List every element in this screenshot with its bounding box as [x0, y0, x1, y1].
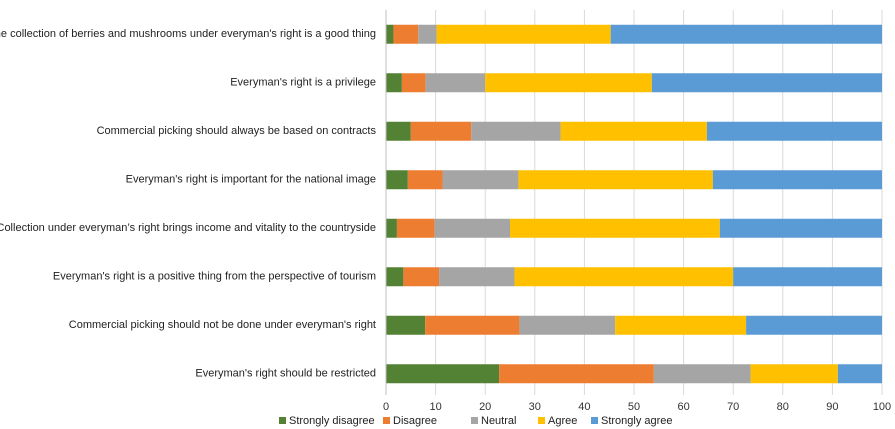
bar-segment: [393, 24, 419, 44]
category-label: Collection under everyman’s right brings…: [0, 222, 376, 234]
bar-segment: [434, 218, 510, 238]
bar-segment: [514, 267, 734, 287]
bar-segment: [485, 73, 652, 93]
bar-segment: [750, 364, 838, 384]
category-label: Everyman's right is a privilege: [230, 77, 376, 89]
legend-label: Strongly agree: [601, 415, 673, 427]
legend-swatch: [471, 417, 478, 424]
legend-label: Strongly disagree: [289, 415, 375, 427]
bar-segment: [471, 121, 561, 141]
bar-segment: [439, 267, 515, 287]
bar-segment: [837, 364, 882, 384]
x-tick-label: 90: [826, 401, 838, 413]
bar-segment: [610, 24, 882, 44]
bar-segment: [706, 121, 882, 141]
bar-segment: [403, 267, 440, 287]
category-labels: The collection of berries and mushrooms …: [0, 28, 376, 380]
bar-segment: [407, 170, 443, 190]
bars: [386, 24, 882, 384]
bar-segment: [651, 73, 882, 93]
bar-segment: [719, 218, 882, 238]
bar-segment: [386, 73, 402, 93]
x-tick-label: 10: [429, 401, 441, 413]
bar-segment: [386, 24, 394, 44]
bar-segment: [436, 24, 611, 44]
x-tick-label: 20: [479, 401, 491, 413]
bar-segment: [386, 170, 408, 190]
bar-segment: [418, 24, 437, 44]
bar-segment: [510, 218, 720, 238]
legend-swatch: [279, 417, 286, 424]
x-tick-label: 70: [727, 401, 739, 413]
bar-segment: [733, 267, 882, 287]
x-tick-label: 80: [777, 401, 789, 413]
bar-segment: [386, 218, 397, 238]
bar-segment: [425, 315, 520, 335]
bar-segment: [386, 267, 404, 287]
x-tick-label: 50: [628, 401, 640, 413]
x-axis-tick-labels: 0 10 20 30 40 50 60 70 80 90 100: [383, 401, 891, 413]
x-tick-label: 0: [383, 401, 389, 413]
grid-lines: [435, 10, 883, 395]
bar-segment: [560, 121, 707, 141]
category-label: Everyman's right is important for the na…: [126, 174, 376, 186]
bar-segment: [425, 73, 486, 93]
category-label: Commercial picking should always be base…: [97, 125, 377, 137]
bar-segment: [410, 121, 472, 141]
x-tick-label: 60: [677, 401, 689, 413]
bar-segment: [519, 315, 616, 335]
bar-segment: [401, 73, 426, 93]
category-label: Commercial picking should not be done un…: [69, 319, 376, 331]
legend-label: Agree: [548, 415, 577, 427]
x-tick-label: 30: [529, 401, 541, 413]
legend-swatch: [538, 417, 545, 424]
bar-segment: [442, 170, 519, 190]
bar-segment: [518, 170, 713, 190]
x-tick-label: 40: [578, 401, 590, 413]
bar-segment: [386, 364, 500, 384]
bar-segment: [386, 315, 426, 335]
legend-label: Neutral: [481, 415, 516, 427]
bar-segment: [499, 364, 654, 384]
category-label: Everyman's right should be restricted: [195, 368, 376, 380]
category-label: The collection of berries and mushrooms …: [0, 28, 376, 40]
legend-swatch: [591, 417, 598, 424]
bar-segment: [386, 121, 411, 141]
category-label: Everyman's right is a positive thing fro…: [53, 271, 376, 283]
legend-swatch: [383, 417, 390, 424]
bar-segment: [712, 170, 882, 190]
bar-segment: [615, 315, 747, 335]
bar-segment: [653, 364, 751, 384]
bar-segment: [396, 218, 435, 238]
bar-segment: [746, 315, 882, 335]
legend-label: Disagree: [393, 415, 437, 427]
x-tick-label: 100: [873, 401, 891, 413]
legend: Strongly disagree Disagree Neutral Agree Str…: [279, 415, 673, 427]
